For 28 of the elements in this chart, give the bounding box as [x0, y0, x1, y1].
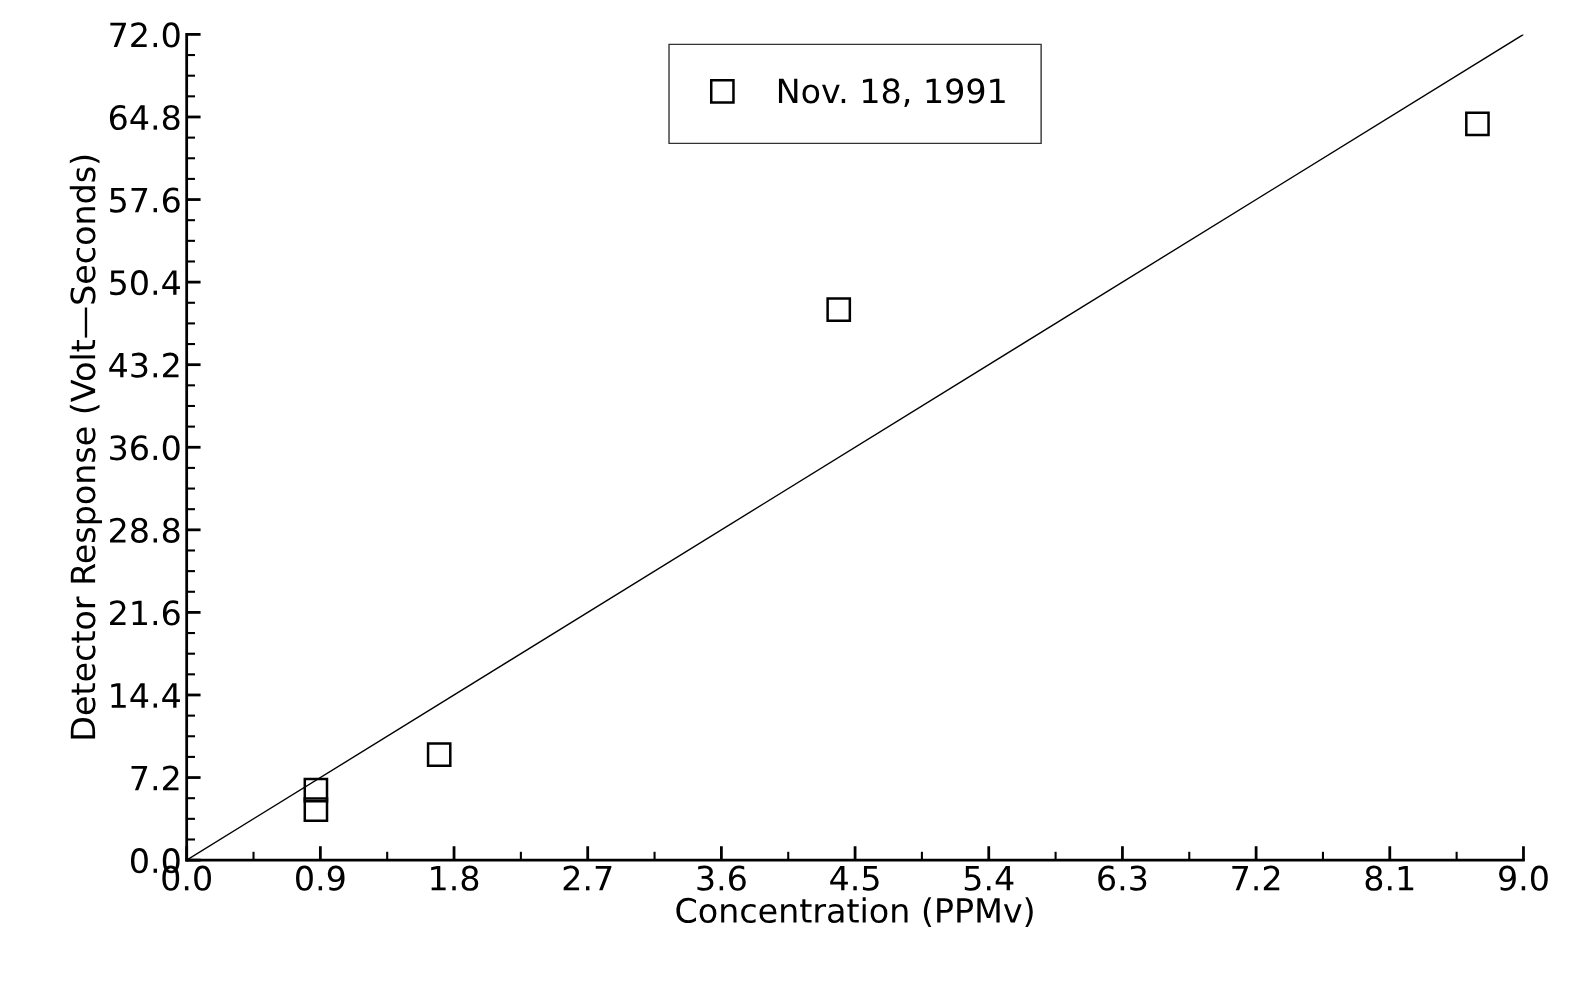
- y-tick-label: 64.8: [109, 104, 180, 131]
- y-tick-label: 57.6: [110, 187, 180, 213]
- point: [303, 777, 329, 803]
- x-tick-label: 3.6: [697, 865, 746, 891]
- x-tick-label: 9.0: [1499, 865, 1548, 891]
- point: [426, 742, 452, 767]
- x-tick-label: 5.4: [964, 866, 1014, 891]
- x-tick-label: 6.3: [1098, 865, 1147, 891]
- point: [303, 797, 329, 823]
- legend-label: Nov. 18, 1991: [778, 78, 1005, 107]
- x-tick-label: 1.8: [431, 865, 479, 891]
- x-tick-label: 2.7: [563, 865, 612, 891]
- x-tick-label: 4.5: [830, 866, 879, 891]
- y-tick-label: 7.2: [131, 765, 179, 791]
- y-tick-label: 72.0: [110, 22, 180, 48]
- x-tick-label: 8.1: [1365, 865, 1414, 891]
- y-tick-label: 43.2: [109, 352, 179, 378]
- point: [1465, 111, 1490, 137]
- y-tick-label: 50.4: [110, 270, 180, 296]
- point: [826, 297, 852, 323]
- x-tick-label: 7.2: [1232, 865, 1280, 891]
- x-axis-title: Concentration (PPMv): [676, 897, 1033, 927]
- y-tick-label: 36.0: [110, 435, 180, 461]
- y-tick-label: 21.6: [110, 600, 180, 626]
- y-axis-title: Detector Response (Volt—Seconds): [69, 155, 103, 739]
- y-tick-label: 14.4: [111, 683, 180, 708]
- y-tick-label: 28.8: [110, 517, 180, 543]
- x-tick-label: 0.9: [296, 865, 345, 891]
